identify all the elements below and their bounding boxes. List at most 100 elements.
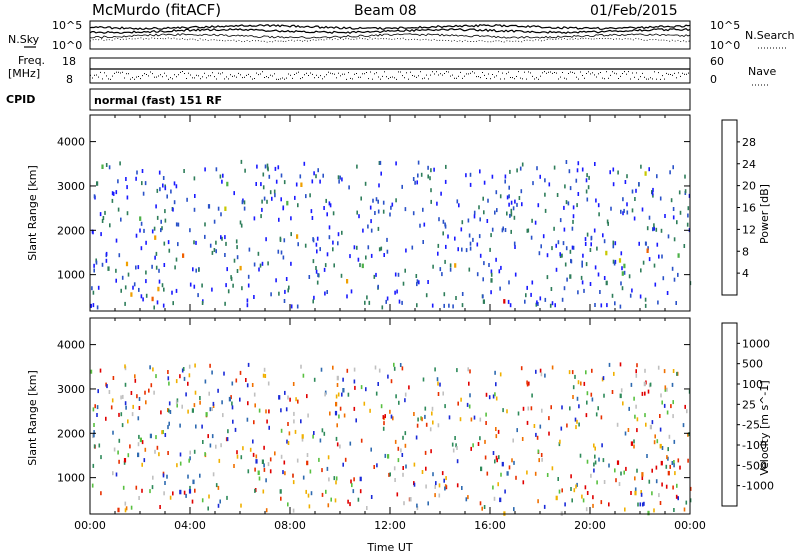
noise-cell: [153, 390, 155, 395]
noise-cell: [572, 245, 575, 250]
nave-point: [670, 74, 671, 75]
echo-cell: [226, 181, 229, 187]
noise-cell: [158, 279, 161, 284]
noise-cell: [537, 302, 539, 306]
noise-cell: [594, 265, 597, 270]
nave-point: [270, 74, 271, 76]
echo-cell: [123, 458, 127, 463]
echo-cell: [335, 401, 338, 407]
nave-point: [554, 72, 555, 73]
noise-cell: [540, 244, 542, 249]
noise-cell: [434, 493, 436, 498]
noise-cell: [597, 203, 600, 208]
noise-cell: [261, 199, 263, 204]
noise-cell: [549, 303, 552, 308]
noise-cell: [416, 503, 418, 508]
noise-cell: [603, 393, 605, 398]
noise-cell: [485, 421, 487, 425]
noise-cell: [124, 301, 126, 306]
noise-cell: [509, 213, 511, 218]
noise-cell: [585, 178, 588, 183]
noise-cell: [246, 298, 249, 303]
noise-cell: [560, 426, 563, 431]
noise-cell: [307, 413, 309, 418]
noise-cell: [101, 262, 104, 267]
noise-cell: [162, 183, 164, 188]
noise-cell: [341, 230, 343, 235]
noise-cell: [499, 372, 502, 377]
noise-cell: [543, 504, 546, 509]
noise-cell: [141, 440, 144, 445]
echo-cell: [634, 490, 637, 496]
noise-cell: [606, 303, 608, 308]
noise-cell: [292, 508, 295, 513]
noise-cell: [612, 240, 615, 245]
noise-cell: [394, 439, 397, 444]
noise-cell: [566, 277, 568, 282]
noise-cell: [209, 443, 212, 448]
noise-cell: [530, 406, 533, 411]
noise-cell: [394, 290, 396, 295]
noise-cell: [280, 454, 283, 459]
noise-cell: [327, 503, 330, 508]
noise-cell: [587, 185, 590, 190]
noise-cell: [328, 225, 331, 230]
x-tick-label: 00:00: [674, 519, 706, 532]
noise-cell: [622, 211, 624, 216]
noise-cell: [422, 377, 425, 382]
noise-cell: [540, 453, 543, 457]
noise-cell: [597, 406, 599, 411]
noise-cell: [652, 193, 654, 198]
noise-cell: [640, 268, 642, 273]
noise-cell: [637, 502, 639, 507]
noise-cell: [117, 450, 119, 455]
echo-cell: [278, 395, 281, 400]
noise-cell: [127, 453, 130, 458]
noise-cell: [677, 496, 679, 501]
noise-cell: [404, 207, 407, 212]
echo-cell: [647, 510, 650, 516]
nave-point: [162, 76, 163, 78]
noise-cell: [642, 502, 644, 507]
noise-cell: [677, 458, 680, 463]
nave-point: [580, 71, 581, 73]
noise-cell: [213, 219, 216, 224]
noise-cell: [594, 454, 596, 459]
noise-cell: [404, 268, 406, 273]
noise-cell: [534, 220, 537, 225]
noise-cell: [427, 280, 429, 284]
noise-cell: [576, 203, 578, 208]
noise-cell: [469, 172, 472, 177]
nave-point: [398, 71, 399, 73]
nave-point: [352, 78, 353, 80]
noise-cell: [610, 206, 612, 211]
noise-cell: [438, 493, 441, 498]
noise-cell: [226, 495, 228, 500]
echo-cell: [618, 258, 622, 263]
noise-cell: [506, 409, 508, 414]
noise-cell: [577, 380, 580, 385]
noise-cell: [687, 206, 690, 211]
noise-cell: [164, 481, 166, 485]
noise-cell: [451, 442, 454, 447]
noise-cell: [541, 457, 543, 462]
noise-cell: [396, 289, 398, 294]
noise-cell: [603, 480, 606, 484]
noise-cell: [581, 280, 584, 285]
noise-cell: [358, 214, 360, 219]
noise-cell: [499, 286, 501, 291]
noise-cell: [599, 290, 601, 294]
nave-point: [536, 77, 537, 79]
nave-point: [484, 74, 485, 76]
noise-cell: [199, 396, 201, 400]
nave-point: [330, 72, 331, 74]
noise-cell: [444, 484, 447, 489]
noise-cell: [221, 400, 223, 405]
noise-cell: [323, 267, 326, 272]
noise-cell: [177, 242, 179, 247]
nsky-tick-bottom: 10^0: [52, 39, 82, 52]
nave-point: [156, 76, 157, 78]
nave-point: [512, 77, 513, 79]
noise-cell: [402, 435, 404, 440]
noise-cell: [544, 208, 547, 213]
